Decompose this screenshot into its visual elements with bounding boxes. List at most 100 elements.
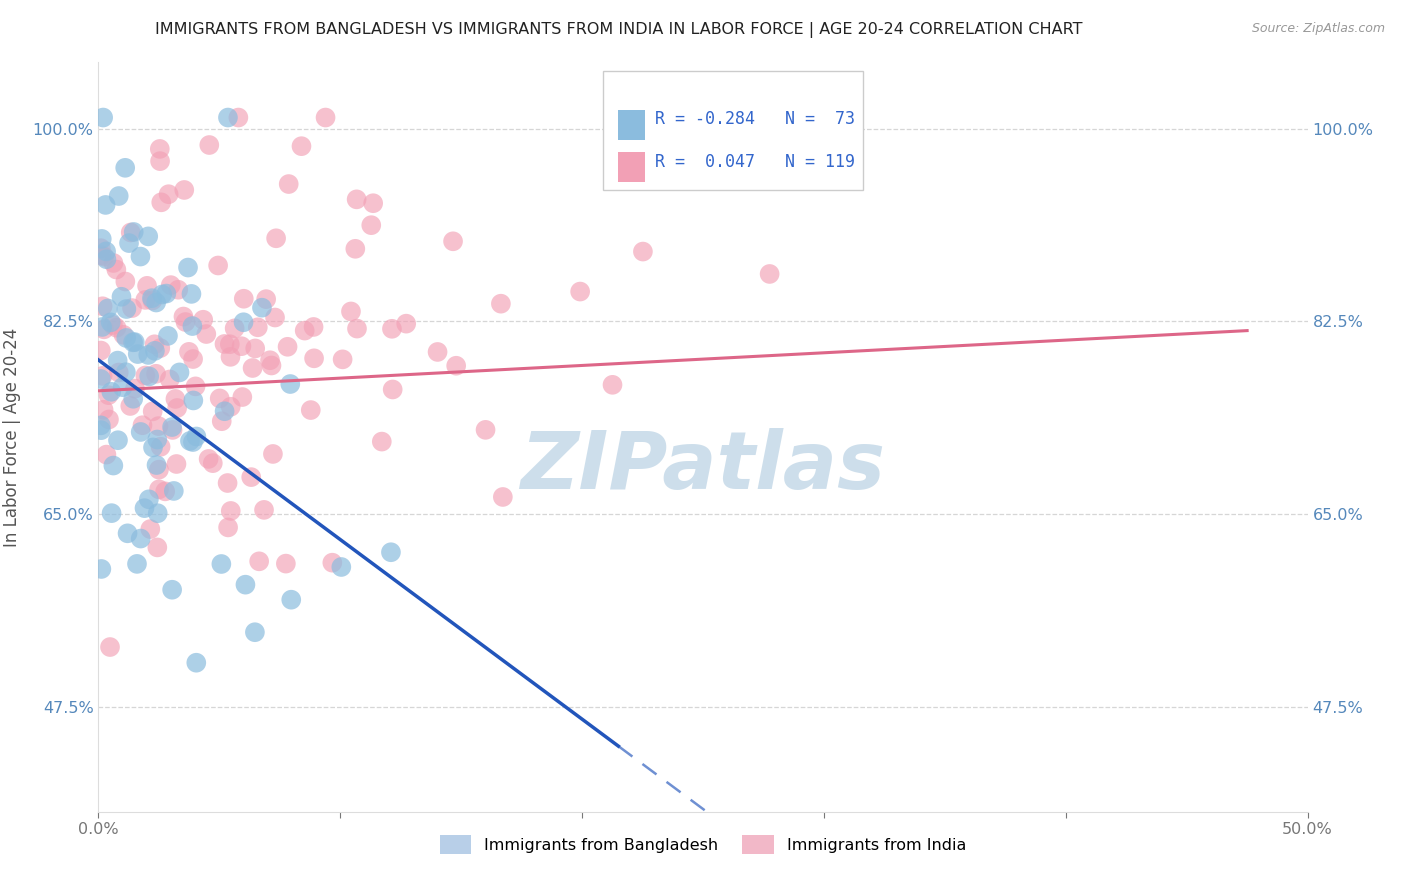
Point [262,447,284,461]
Point [209,557,232,571]
Point [114,275,136,289]
FancyBboxPatch shape [603,71,863,190]
Point [157,187,180,202]
Point [148,463,170,477]
Point [299,403,322,417]
Point [90,423,112,437]
Point [211,414,233,428]
Point [180,286,202,301]
Point [122,392,145,406]
Point [118,236,141,251]
Point [98,640,121,654]
Point [150,287,173,301]
Point [93,322,115,336]
Point [129,532,152,546]
Point [167,283,190,297]
Point [115,365,138,379]
Point [243,625,266,640]
Point [90,343,112,358]
Point [139,522,162,536]
Point [217,111,239,125]
Point [142,441,165,455]
Point [97,301,120,316]
Point [264,310,287,325]
Text: IMMIGRANTS FROM BANGLADESH VS IMMIGRANTS FROM INDIA IN LABOR FORCE | AGE 20-24 C: IMMIGRANTS FROM BANGLADESH VS IMMIGRANTS… [155,22,1083,38]
Point [136,229,159,244]
Point [260,359,283,373]
Point [184,379,207,393]
Point [253,503,276,517]
Point [346,321,368,335]
Point [149,341,172,355]
Point [107,353,129,368]
Point [197,451,219,466]
Point [149,142,172,156]
Point [247,554,270,568]
Point [149,440,172,454]
Point [146,506,169,520]
Text: Source: ZipAtlas.com: Source: ZipAtlas.com [1251,22,1385,36]
Point [148,419,170,434]
Point [160,582,183,597]
Point [195,326,218,341]
Point [315,111,337,125]
Point [207,259,229,273]
Point [232,292,254,306]
Point [90,418,112,433]
Point [259,353,281,368]
Point [148,483,170,497]
Point [122,225,145,239]
Y-axis label: In Labor Force | Age 20-24: In Labor Force | Age 20-24 [3,327,21,547]
Point [150,195,173,210]
Point [90,241,112,255]
Point [277,177,299,191]
Point [155,286,177,301]
Point [125,557,148,571]
Point [111,380,134,394]
Point [254,292,277,306]
Point [149,154,172,169]
Point [96,448,118,462]
Point [134,293,156,307]
Point [360,218,382,232]
Point [492,490,515,504]
Point [346,192,368,206]
Point [277,340,299,354]
Point [156,329,179,343]
Point [371,434,394,449]
FancyBboxPatch shape [619,153,645,182]
Point [294,324,316,338]
Point [117,526,139,541]
Point [208,392,231,406]
Text: ZIPatlas: ZIPatlas [520,428,886,506]
Point [441,235,464,249]
Point [159,278,181,293]
Point [198,138,221,153]
Point [120,226,142,240]
Point [569,285,592,299]
Point [278,377,301,392]
Point [758,267,780,281]
Point [145,458,167,472]
Point [380,545,402,559]
Point [143,343,166,358]
Point [177,344,200,359]
Point [163,483,186,498]
Point [93,250,115,264]
Point [129,250,152,264]
Point [235,577,257,591]
Point [120,399,142,413]
Point [136,348,159,362]
Point [103,458,125,473]
Point [201,456,224,470]
Point [142,404,165,418]
Point [91,368,114,383]
Point [302,320,325,334]
Point [177,260,200,275]
Point [186,429,208,443]
Point [474,423,496,437]
Point [193,312,215,326]
Point [264,231,287,245]
Point [426,345,449,359]
Point [124,335,146,350]
